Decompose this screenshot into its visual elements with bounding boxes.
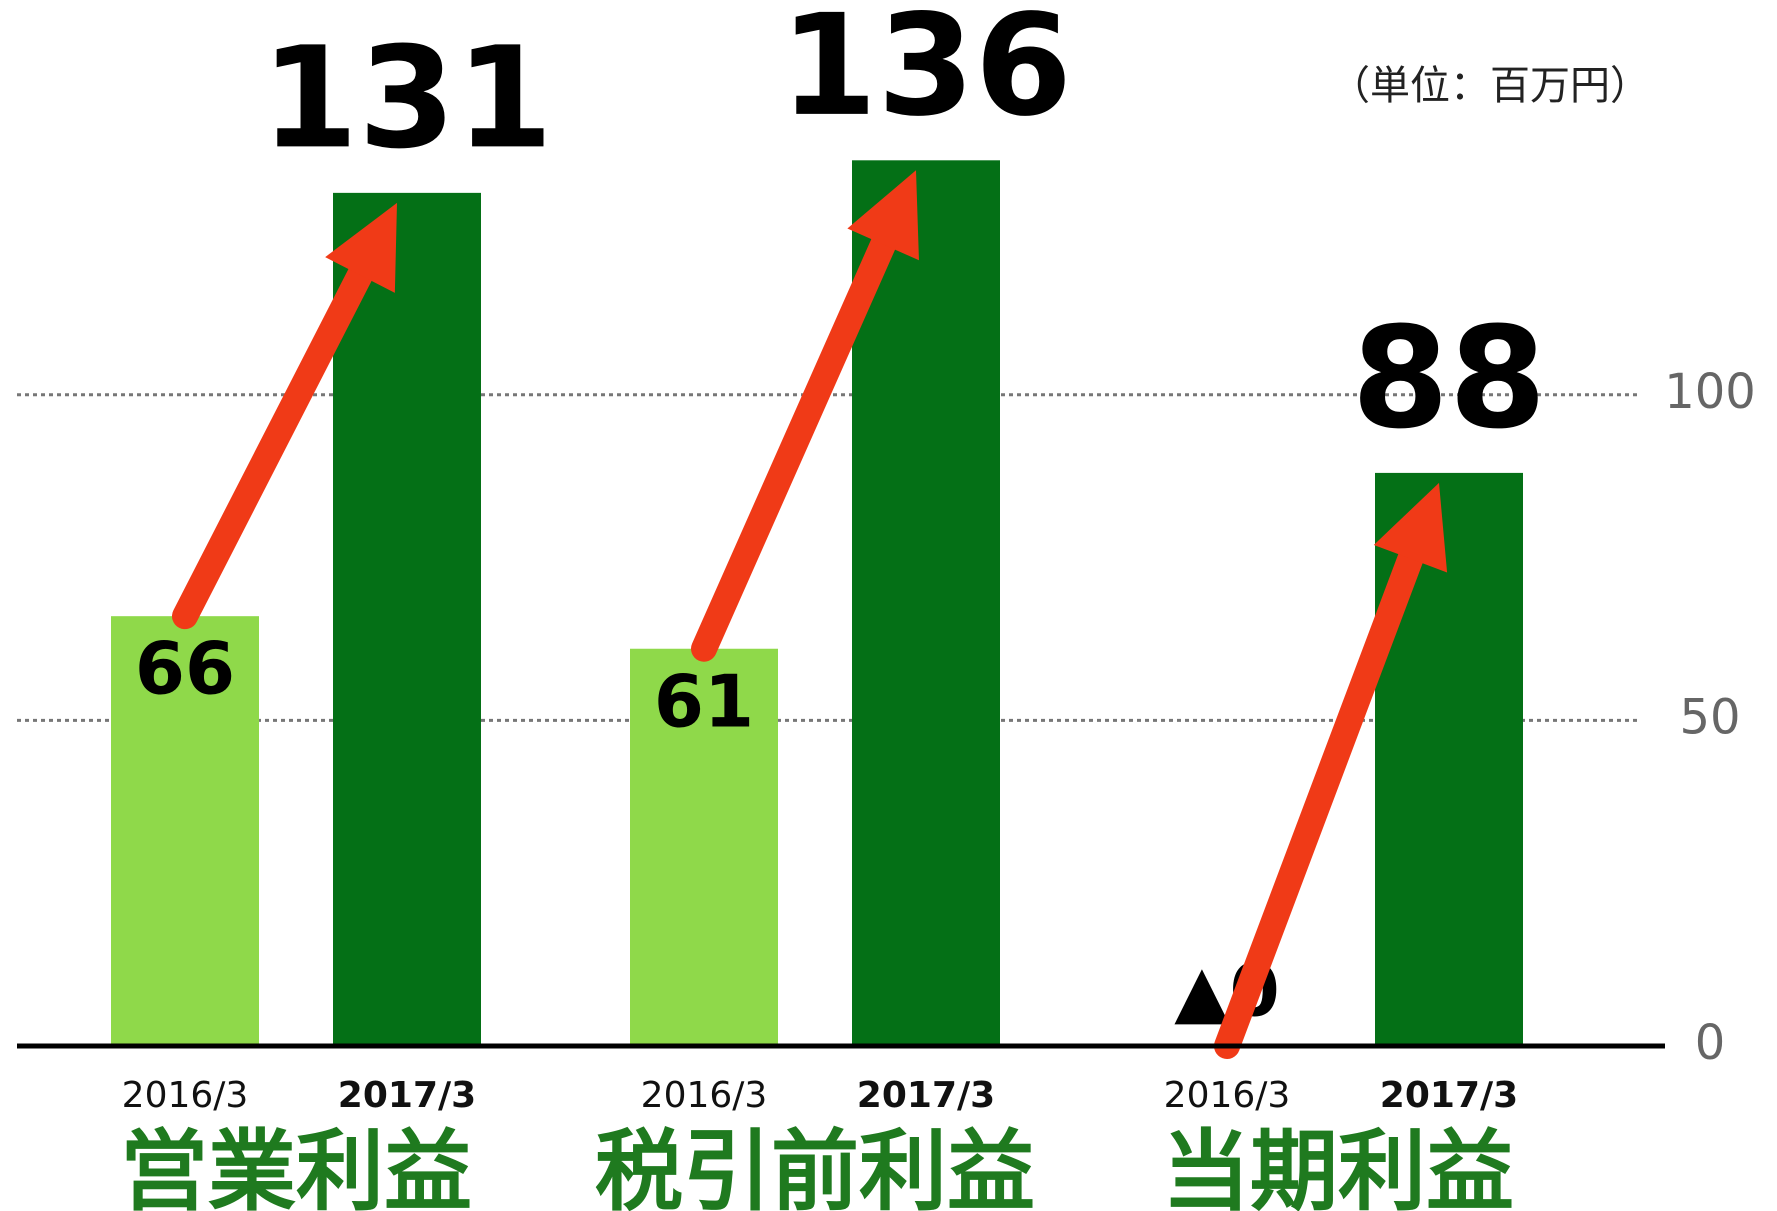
arrow-shaft (172, 225, 392, 630)
value-label: 61 (654, 659, 754, 743)
arrow-shaft (691, 193, 913, 662)
series-label: 2017/3 (1380, 1075, 1518, 1116)
y-tick-label: 50 (1679, 689, 1740, 745)
series-label: 2017/3 (338, 1075, 476, 1116)
category-label: 当期利益 (1162, 1120, 1514, 1211)
value-label: 136 (780, 0, 1072, 148)
category-label: 税引前利益 (595, 1120, 1035, 1211)
arrow-head (847, 170, 919, 261)
bar (630, 648, 778, 1046)
bar (852, 160, 1000, 1047)
value-label: 131 (261, 17, 553, 180)
arrow-head (325, 202, 397, 293)
value-label: 88 (1352, 297, 1547, 460)
series-label: 2017/3 (857, 1075, 995, 1116)
arrow-head (1373, 482, 1448, 573)
arrow-shaft (1214, 507, 1438, 1059)
series-label: 2016/3 (641, 1075, 768, 1116)
unit-note: （単位：百万円） (1330, 63, 1650, 109)
y-tick-label: 0 (1695, 1015, 1726, 1071)
series-label: 2016/3 (122, 1075, 249, 1116)
series-label: 2016/3 (1164, 1075, 1291, 1116)
value-label: 66 (135, 627, 235, 711)
bar (111, 616, 259, 1046)
bar (333, 192, 481, 1047)
category-label: 営業利益 (120, 1120, 472, 1211)
y-tick-label: 100 (1664, 364, 1756, 420)
